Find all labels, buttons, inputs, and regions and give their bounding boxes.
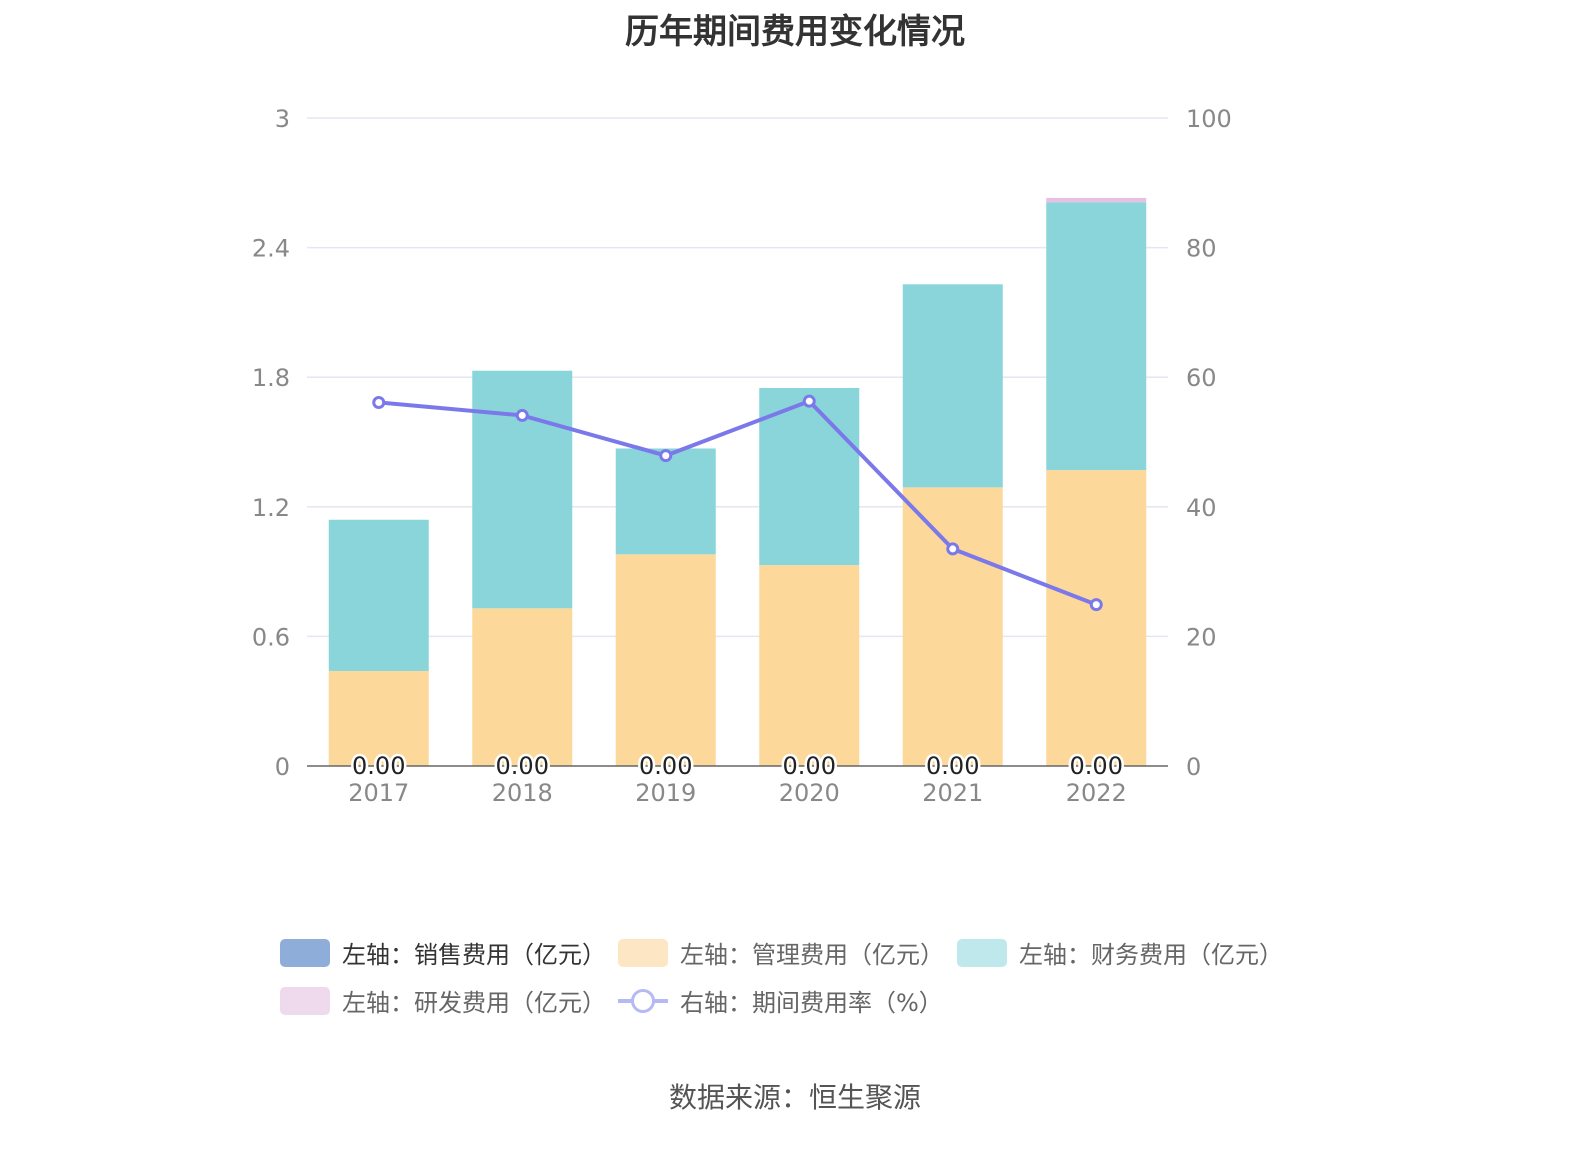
legend-item-sales[interactable]: 左轴：销售费用（亿元）	[280, 935, 606, 970]
legend-item-admin[interactable]: 左轴：管理费用（亿元）	[618, 935, 944, 970]
legend-item-rnd[interactable]: 左轴：研发费用（亿元）	[280, 983, 606, 1018]
bar-value-label: 0.00	[783, 752, 836, 780]
expense-ratio-point	[515, 408, 529, 422]
chart-canvas: 0 0.6 1.2 1.8 2.4 3 0 20 40 60 80 100 2017 2018 2019…	[252, 105, 1232, 807]
bar-segment-2021-s1	[902, 487, 1003, 766]
left-axis-tick-label: 0.6	[252, 623, 290, 651]
legend-swatch-admin	[618, 938, 668, 967]
left-axis-tick-label: 2.4	[252, 235, 290, 263]
x-axis-tick-label: 2017	[348, 779, 409, 807]
bar-segment-2019-s1	[615, 554, 716, 766]
legend-item-expense-ratio[interactable]: 右轴：期间费用率（%）	[618, 983, 943, 1018]
bar-segment-2022-s3	[1046, 197, 1147, 203]
legend-label-expense-ratio: 右轴：期间费用率（%）	[680, 989, 943, 1017]
right-axis-tick-label: 40	[1186, 494, 1217, 522]
x-axis-tick-label: 2022	[1066, 779, 1127, 807]
x-axis-tick-label: 2019	[635, 779, 696, 807]
bar-value-label: 0.00	[639, 752, 692, 780]
bar-segment-2018-s1	[472, 608, 573, 766]
right-axis-tick-label: 80	[1186, 235, 1217, 263]
bar-segment-2020-s1	[759, 565, 860, 766]
bar-segment-2018-s2	[472, 370, 573, 609]
bar-segment-2022-s1	[1046, 470, 1147, 766]
right-axis-tick-label: 20	[1186, 623, 1217, 651]
expense-ratio-point	[946, 542, 960, 556]
left-axis-tick-label: 0	[275, 753, 290, 781]
legend-label-sales: 左轴：销售费用（亿元）	[342, 941, 606, 969]
bar-segment-2022-s2	[1046, 202, 1147, 471]
expense-ratio-point	[802, 394, 816, 408]
data-source: 数据来源：恒生聚源	[668, 1081, 921, 1114]
right-axis-tick-label: 100	[1186, 105, 1232, 133]
expense-ratio-point	[372, 395, 386, 409]
bar-value-label: 0.00	[352, 752, 405, 780]
bar-value-label: 0.00	[926, 752, 979, 780]
bar-segment-2020-s2	[759, 388, 860, 566]
right-axis-tick-label: 0	[1186, 753, 1201, 781]
grid-lines	[307, 117, 1168, 638]
legend-label-finance: 左轴：财务费用（亿元）	[1019, 941, 1283, 969]
left-axis-tick-label: 1.2	[252, 494, 290, 522]
chart-title: 历年期间费用变化情况	[625, 12, 965, 52]
bar-value-labels: 0.00 0.00 0.00 0.00 0.00 0.00	[350, 750, 1126, 783]
bar-segment-2017-s2	[328, 519, 429, 671]
legend-swatch-expense-ratio	[618, 987, 668, 1015]
x-axis: 2017 2018 2019 2020 2021 2022	[307, 765, 1168, 807]
legend-swatch-finance	[957, 938, 1007, 967]
legend-swatch-rnd	[280, 986, 330, 1015]
bar-value-label: 0.00	[1070, 752, 1123, 780]
x-axis-tick-label: 2020	[779, 779, 840, 807]
right-axis-tick-label: 60	[1186, 364, 1217, 392]
bar-segment-2021-s2	[902, 284, 1003, 488]
expense-ratio-point	[1089, 598, 1103, 612]
expense-ratio-line	[378, 398, 1097, 607]
legend-label-admin: 左轴：管理费用（亿元）	[680, 941, 944, 969]
line-series	[372, 394, 1103, 612]
bar-segment-2019-s2	[615, 448, 716, 555]
expense-ratio-point	[659, 449, 673, 463]
legend-item-finance[interactable]: 左轴：财务费用（亿元）	[957, 935, 1283, 970]
bar-segment-2017-s1	[328, 670, 429, 766]
legend-label-rnd: 左轴：研发费用（亿元）	[342, 989, 606, 1017]
x-axis-tick-label: 2021	[922, 779, 983, 807]
right-axis-ticks: 0 20 40 60 80 100	[1186, 105, 1232, 781]
legend-swatch-sales	[280, 938, 330, 967]
bar-value-label: 0.00	[496, 752, 549, 780]
left-axis-tick-label: 1.8	[252, 364, 290, 392]
left-axis-tick-label: 3	[275, 105, 290, 133]
bar-series	[328, 197, 1147, 766]
x-axis-tick-label: 2018	[492, 779, 553, 807]
left-axis-ticks: 0 0.6 1.2 1.8 2.4 3	[252, 105, 290, 781]
